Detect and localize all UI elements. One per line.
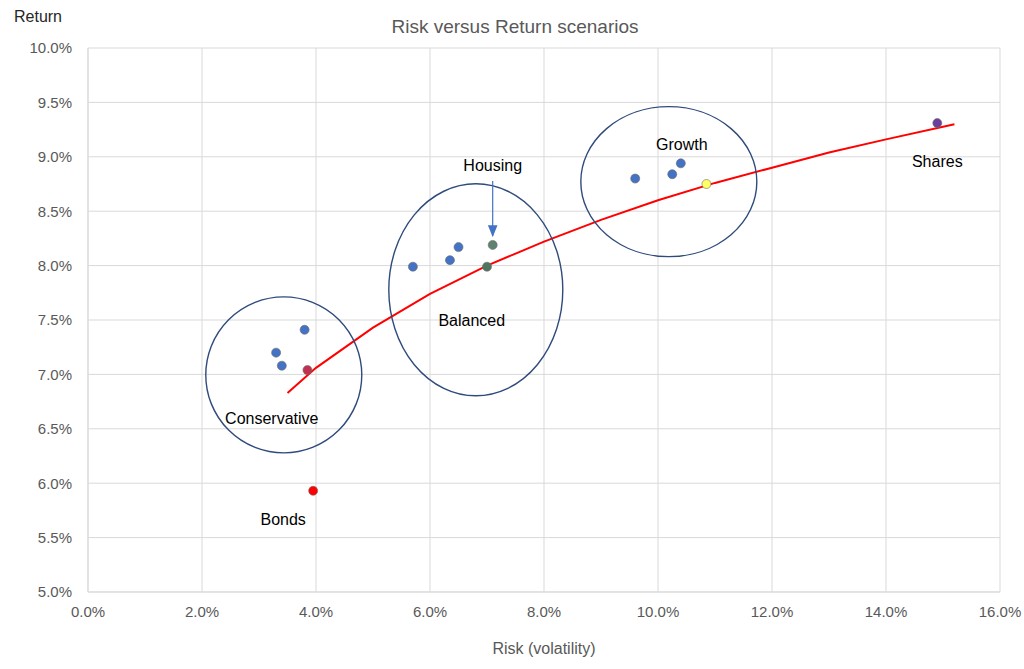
svg-text:6.0%: 6.0% <box>38 475 72 492</box>
svg-text:Bonds: Bonds <box>260 511 305 528</box>
svg-text:8.5%: 8.5% <box>38 203 72 220</box>
svg-text:6.5%: 6.5% <box>38 420 72 437</box>
svg-text:16.0%: 16.0% <box>979 603 1016 620</box>
svg-text:Growth: Growth <box>656 136 708 153</box>
svg-text:Return: Return <box>14 8 62 25</box>
svg-text:10.0%: 10.0% <box>637 603 680 620</box>
svg-text:10.0%: 10.0% <box>29 39 72 56</box>
svg-text:Conservative: Conservative <box>225 410 318 427</box>
svg-text:Risk versus Return scenarios: Risk versus Return scenarios <box>391 16 638 37</box>
svg-text:7.0%: 7.0% <box>38 366 72 383</box>
svg-text:14.0%: 14.0% <box>865 603 908 620</box>
svg-text:Risk (volatility): Risk (volatility) <box>492 640 595 657</box>
svg-text:4.0%: 4.0% <box>299 603 333 620</box>
svg-text:2.0%: 2.0% <box>185 603 219 620</box>
svg-text:Shares: Shares <box>912 153 963 170</box>
svg-text:8.0%: 8.0% <box>527 603 561 620</box>
svg-text:Housing: Housing <box>463 157 522 174</box>
svg-text:8.0%: 8.0% <box>38 257 72 274</box>
svg-text:5.5%: 5.5% <box>38 529 72 546</box>
svg-text:7.5%: 7.5% <box>38 311 72 328</box>
svg-text:9.5%: 9.5% <box>38 94 72 111</box>
svg-text:9.0%: 9.0% <box>38 148 72 165</box>
svg-text:Balanced: Balanced <box>438 312 505 329</box>
svg-text:0.0%: 0.0% <box>71 603 105 620</box>
svg-text:6.0%: 6.0% <box>413 603 447 620</box>
svg-text:12.0%: 12.0% <box>751 603 794 620</box>
svg-text:5.0%: 5.0% <box>38 583 72 600</box>
